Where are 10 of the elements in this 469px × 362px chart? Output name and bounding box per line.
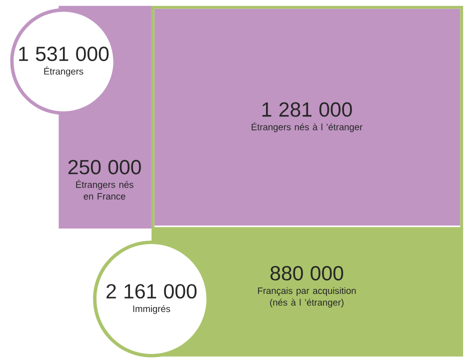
category-label: Étrangers nés à l ’étranger <box>252 122 362 132</box>
data-label: 250 000 <box>68 160 141 175</box>
data-label: 1 531 000 <box>19 46 109 62</box>
category-label: Étrangers nés en France <box>76 180 134 200</box>
data-label: 1 281 000 <box>262 102 352 118</box>
data-label: 2 161 000 <box>106 284 197 299</box>
data-label: 880 000 <box>270 266 344 281</box>
category-label: Français par acquisition (nés à l ’étranger) <box>258 287 356 308</box>
category-label: Immigrés <box>133 305 170 314</box>
category-label: Étrangers <box>44 66 84 77</box>
